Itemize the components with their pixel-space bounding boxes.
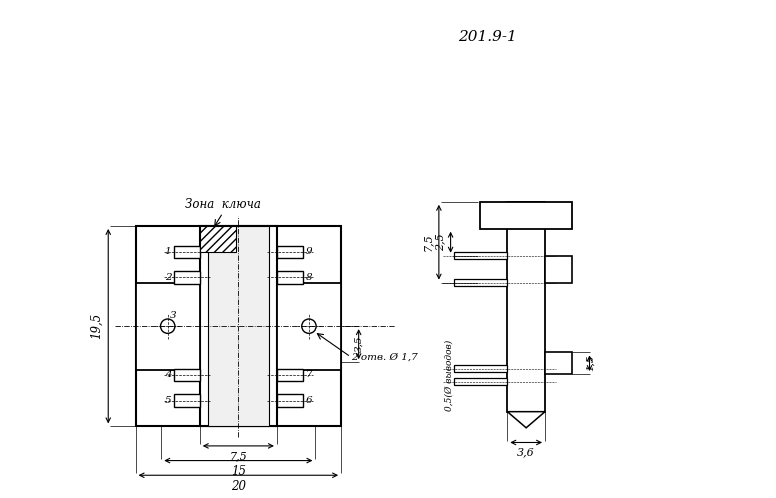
- Bar: [208, 226, 268, 426]
- Bar: [545, 255, 572, 282]
- Bar: [453, 378, 508, 385]
- Text: 19,5: 19,5: [90, 313, 103, 339]
- Text: 4: 4: [165, 371, 171, 379]
- Text: 2 отв. Ø 1,7: 2 отв. Ø 1,7: [351, 353, 417, 362]
- Bar: [545, 353, 572, 374]
- Text: 7,5: 7,5: [230, 451, 248, 461]
- Bar: [277, 369, 303, 381]
- Text: 2: 2: [165, 273, 171, 282]
- Bar: [174, 271, 199, 283]
- Text: Зона  ключа: Зона ключа: [185, 198, 261, 211]
- Text: 20: 20: [230, 480, 246, 493]
- Bar: [174, 246, 199, 258]
- Bar: [277, 394, 303, 407]
- Bar: [453, 366, 508, 372]
- Text: 3,5: 3,5: [355, 336, 364, 353]
- Text: 2,5: 2,5: [435, 234, 445, 251]
- Bar: [277, 246, 303, 258]
- Text: 3,6: 3,6: [518, 447, 535, 457]
- Text: 1,5: 1,5: [586, 355, 594, 372]
- Text: 5: 5: [165, 396, 171, 405]
- Bar: [277, 271, 303, 283]
- Bar: [453, 252, 508, 259]
- Text: 15: 15: [230, 466, 246, 479]
- Text: 1: 1: [165, 247, 171, 256]
- Text: 201.9-1: 201.9-1: [459, 30, 517, 44]
- Bar: [508, 202, 545, 412]
- Bar: [277, 282, 341, 370]
- Bar: [174, 394, 199, 407]
- Bar: [136, 282, 199, 370]
- Text: 7: 7: [306, 371, 312, 379]
- Text: 0,5(Ø выводов): 0,5(Ø выводов): [444, 340, 453, 411]
- Bar: [199, 226, 277, 426]
- Polygon shape: [508, 412, 545, 428]
- Bar: [174, 369, 199, 381]
- Bar: [453, 279, 508, 286]
- Bar: [199, 226, 236, 251]
- Text: 6: 6: [306, 396, 312, 405]
- Text: 7,5: 7,5: [423, 234, 433, 251]
- Text: 3: 3: [170, 311, 176, 320]
- Text: 9: 9: [306, 247, 312, 256]
- Bar: [136, 226, 341, 426]
- Bar: [480, 202, 572, 229]
- Text: 8: 8: [306, 273, 312, 282]
